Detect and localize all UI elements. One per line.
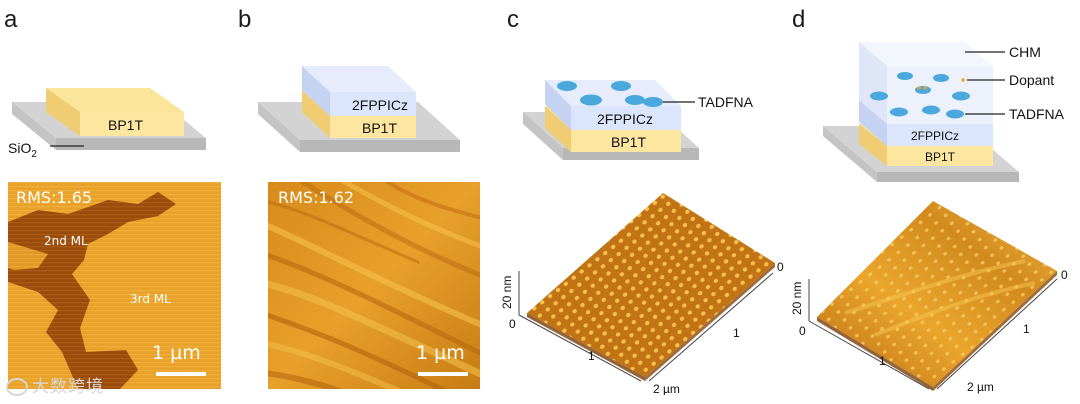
scale-label-b: 1 µm [416,342,465,364]
scale-bar-a [156,372,206,376]
device-schematic-b: 2FPPICz BP1T [258,66,460,152]
substrate-side [258,102,300,152]
z-label-d: 20 nm [790,282,804,315]
device-schematic-c: TADFNA 2FPPICz BP1T [523,80,754,160]
y-tick-1-c: 1 [733,326,740,340]
substrate-label: SiO2 [8,140,37,160]
host-label: 2FPPICz [911,129,959,143]
dopant-label: TADFNA [698,94,754,110]
dopant-label: Dopant [1009,72,1054,88]
dopant-markers [917,78,965,90]
x-tick-0-c: 0 [509,317,516,331]
y-tick-1-d: 1 [1023,322,1030,336]
afm-3d-d: 20 nm 0 1 2 µm 1 0 [790,201,1068,394]
bp1t-label: BP1T [362,120,397,136]
rms-label-a: RMS:1.65 [16,188,93,207]
bp1t-side [302,90,330,138]
chm-side [859,42,887,124]
device-schematic-d: CHM Dopant TADFNA 2FPPICz BP1T [823,42,1065,182]
bp1t-front [887,146,993,166]
tadfna-molecules [557,81,663,107]
x-tick-1-c: 1 [588,349,595,363]
watermark-text: 大数跨境 [32,377,104,397]
bp1t-front [80,112,184,136]
host-side [859,100,887,146]
afm-3d-c: 20 nm 0 1 2 µm 1 0 [500,193,784,395]
x-tick-2-d: 2 µm [967,380,994,394]
chm-front [887,66,993,124]
afm-image-a: RMS:1.65 2nd ML 3rd ML 1 µm [8,182,221,389]
device-schematic-a: BP1T SiO2 [8,88,206,160]
fibril-texture [268,182,480,389]
chm-label: CHM [1009,44,1041,60]
substrate-side [12,102,56,150]
bp1t-label: BP1T [108,117,143,133]
panel-letter-c: c [507,6,519,33]
rms-label-b: RMS:1.62 [278,188,355,207]
tadfna-label: TADFNA [1009,106,1065,122]
scale-bar-b [418,372,468,376]
bp1t-front [571,130,681,152]
host-front [887,124,993,146]
y-tick-0-d: 0 [1061,268,1068,282]
watermark-logo-icon [6,378,28,396]
x-tick-0-d: 0 [799,324,806,338]
y-axis-d [936,278,1058,390]
substrate-front [56,138,206,150]
bp1t-side [46,88,80,136]
panel-letter-b: b [238,6,252,33]
region-label-2nd-ml: 2nd ML [44,234,88,248]
substrate-front [877,172,1019,182]
substrate-side [523,112,563,160]
afm-image-b: RMS:1.62 1 µm [268,182,480,389]
afm-surface-c [527,193,775,377]
host-front [571,106,681,130]
bp1t-side [545,106,571,152]
x-axis-c [518,314,642,382]
x-axis-d [808,320,930,390]
scale-label-a: 1 µm [152,342,201,364]
bp1t-label: BP1T [925,150,956,164]
host-label: 2FPPICz [597,111,653,127]
bp1t-label: BP1T [611,134,646,150]
panel-letter-a: a [4,6,18,33]
x-tick-2-c: 2 µm [653,382,680,395]
bp1t-top [46,88,184,112]
substrate-front [300,140,460,152]
y-axis-c [648,272,774,382]
watermark: 大数跨境 [6,372,104,397]
bp1t-side [859,124,887,166]
x-tick-1-d: 1 [879,354,886,368]
panel-letter-d: d [792,6,806,33]
host-side [302,66,330,116]
host-top [302,66,416,92]
region-label-3rd-ml: 3rd ML [130,292,171,306]
host-label: 2FPPICz [352,97,408,113]
y-tick-0-c: 0 [777,260,784,274]
chm-top [859,42,993,66]
host-front [330,92,416,116]
z-label-c: 20 nm [500,276,514,309]
substrate-side [823,126,877,182]
bp1t-front [330,116,416,138]
host-side [545,80,571,130]
